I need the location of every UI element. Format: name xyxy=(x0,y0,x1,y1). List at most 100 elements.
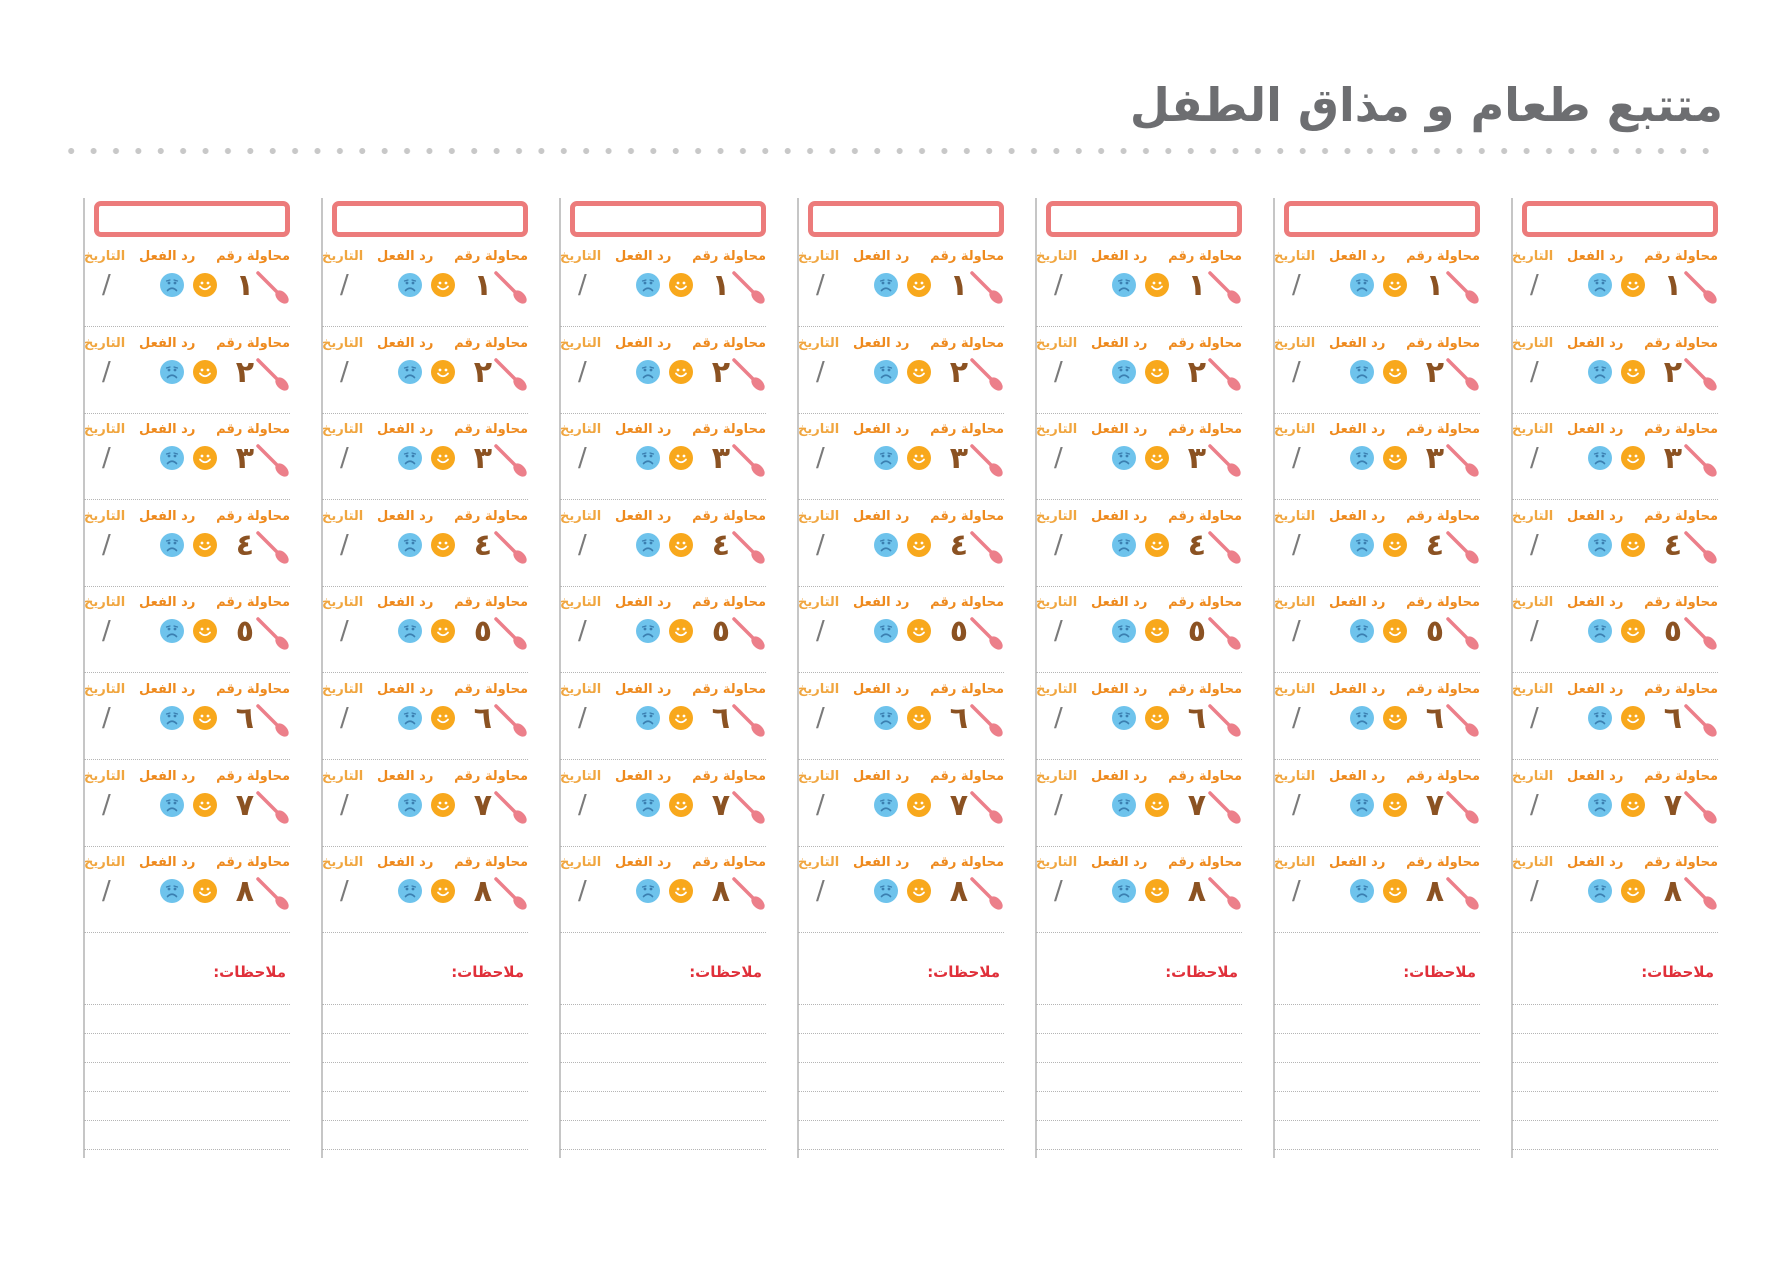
note-line[interactable] xyxy=(798,1062,1004,1063)
note-line[interactable] xyxy=(1274,1120,1480,1121)
happy-face-icon[interactable] xyxy=(907,532,931,557)
happy-face-icon[interactable] xyxy=(1621,706,1645,730)
date-field[interactable]: / xyxy=(102,270,111,300)
date-field[interactable]: / xyxy=(816,529,825,560)
sad-face-icon[interactable] xyxy=(636,879,660,904)
happy-face-icon[interactable] xyxy=(1145,446,1169,471)
note-line[interactable] xyxy=(1036,1004,1242,1005)
date-field[interactable]: / xyxy=(578,270,587,300)
sad-face-icon[interactable] xyxy=(636,706,660,730)
date-field[interactable]: / xyxy=(1054,270,1063,300)
sad-face-icon[interactable] xyxy=(398,273,422,297)
sad-face-icon[interactable] xyxy=(160,706,184,730)
happy-face-icon[interactable] xyxy=(1383,532,1407,557)
happy-face-icon[interactable] xyxy=(669,273,693,297)
date-field[interactable]: / xyxy=(1292,270,1301,300)
date-field[interactable]: / xyxy=(1292,703,1301,733)
happy-face-icon[interactable] xyxy=(193,359,217,384)
date-field[interactable]: / xyxy=(1054,789,1063,820)
sad-face-icon[interactable] xyxy=(398,359,422,384)
note-line[interactable] xyxy=(560,1033,766,1034)
note-line[interactable] xyxy=(560,1120,766,1121)
date-field[interactable]: / xyxy=(340,443,349,474)
sad-face-icon[interactable] xyxy=(1588,446,1612,471)
note-line[interactable] xyxy=(798,1091,1004,1092)
sad-face-icon[interactable] xyxy=(1112,273,1136,297)
happy-face-icon[interactable] xyxy=(669,532,693,557)
date-field[interactable]: / xyxy=(1054,529,1063,560)
happy-face-icon[interactable] xyxy=(669,879,693,904)
note-line[interactable] xyxy=(1274,1062,1480,1063)
date-field[interactable]: / xyxy=(1292,529,1301,560)
note-line[interactable] xyxy=(322,1091,528,1092)
happy-face-icon[interactable] xyxy=(907,792,931,817)
sad-face-icon[interactable] xyxy=(1350,532,1374,557)
happy-face-icon[interactable] xyxy=(193,619,217,644)
happy-face-icon[interactable] xyxy=(431,706,455,730)
happy-face-icon[interactable] xyxy=(907,619,931,644)
note-line[interactable] xyxy=(1036,1091,1242,1092)
note-line[interactable] xyxy=(1274,1091,1480,1092)
date-field[interactable]: / xyxy=(102,703,111,733)
note-line[interactable] xyxy=(1274,1033,1480,1034)
sad-face-icon[interactable] xyxy=(398,446,422,471)
happy-face-icon[interactable] xyxy=(193,446,217,471)
happy-face-icon[interactable] xyxy=(1145,792,1169,817)
note-line[interactable] xyxy=(84,1004,290,1005)
note-line[interactable] xyxy=(1512,1033,1718,1034)
sad-face-icon[interactable] xyxy=(874,879,898,904)
happy-face-icon[interactable] xyxy=(1145,532,1169,557)
date-field[interactable]: / xyxy=(1530,703,1539,733)
sad-face-icon[interactable] xyxy=(1112,619,1136,644)
sad-face-icon[interactable] xyxy=(160,792,184,817)
date-field[interactable]: / xyxy=(102,789,111,820)
sad-face-icon[interactable] xyxy=(160,879,184,904)
date-field[interactable]: / xyxy=(816,443,825,474)
date-field[interactable]: / xyxy=(102,443,111,474)
note-line[interactable] xyxy=(1036,1120,1242,1121)
note-line[interactable] xyxy=(322,1004,528,1005)
sad-face-icon[interactable] xyxy=(1112,532,1136,557)
date-field[interactable]: / xyxy=(1530,443,1539,474)
note-line[interactable] xyxy=(1274,1149,1480,1150)
happy-face-icon[interactable] xyxy=(669,706,693,730)
note-line[interactable] xyxy=(84,1091,290,1092)
happy-face-icon[interactable] xyxy=(907,273,931,297)
happy-face-icon[interactable] xyxy=(1145,273,1169,297)
sad-face-icon[interactable] xyxy=(874,792,898,817)
sad-face-icon[interactable] xyxy=(1112,446,1136,471)
date-field[interactable]: / xyxy=(102,616,111,647)
happy-face-icon[interactable] xyxy=(431,446,455,471)
date-field[interactable]: / xyxy=(340,529,349,560)
happy-face-icon[interactable] xyxy=(669,446,693,471)
date-field[interactable]: / xyxy=(816,616,825,647)
sad-face-icon[interactable] xyxy=(636,532,660,557)
food-name-box[interactable] xyxy=(1284,201,1480,237)
sad-face-icon[interactable] xyxy=(398,792,422,817)
happy-face-icon[interactable] xyxy=(907,879,931,904)
happy-face-icon[interactable] xyxy=(431,792,455,817)
note-line[interactable] xyxy=(798,1149,1004,1150)
note-line[interactable] xyxy=(1036,1062,1242,1063)
sad-face-icon[interactable] xyxy=(1588,792,1612,817)
happy-face-icon[interactable] xyxy=(193,273,217,297)
happy-face-icon[interactable] xyxy=(1621,273,1645,297)
note-line[interactable] xyxy=(322,1120,528,1121)
food-name-box[interactable] xyxy=(808,201,1004,237)
sad-face-icon[interactable] xyxy=(1350,359,1374,384)
happy-face-icon[interactable] xyxy=(907,706,931,730)
sad-face-icon[interactable] xyxy=(874,532,898,557)
sad-face-icon[interactable] xyxy=(1350,792,1374,817)
date-field[interactable]: / xyxy=(102,876,111,907)
happy-face-icon[interactable] xyxy=(431,273,455,297)
sad-face-icon[interactable] xyxy=(1112,792,1136,817)
happy-face-icon[interactable] xyxy=(1383,706,1407,730)
note-line[interactable] xyxy=(1274,1004,1480,1005)
happy-face-icon[interactable] xyxy=(1145,619,1169,644)
date-field[interactable]: / xyxy=(816,270,825,300)
date-field[interactable]: / xyxy=(578,703,587,733)
sad-face-icon[interactable] xyxy=(636,446,660,471)
sad-face-icon[interactable] xyxy=(1350,273,1374,297)
happy-face-icon[interactable] xyxy=(1383,879,1407,904)
date-field[interactable]: / xyxy=(102,529,111,560)
